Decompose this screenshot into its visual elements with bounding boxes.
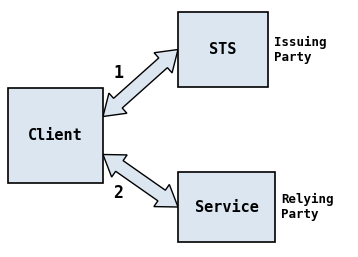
Text: Issuing
Party: Issuing Party — [274, 35, 326, 63]
Text: Relying
Party: Relying Party — [281, 193, 334, 221]
Text: Client: Client — [28, 128, 83, 143]
Bar — [178, 12, 268, 87]
Bar — [8, 88, 103, 183]
Text: 1: 1 — [113, 64, 124, 82]
Text: STS: STS — [209, 42, 237, 57]
Polygon shape — [103, 154, 178, 207]
Text: 2: 2 — [113, 184, 124, 202]
Polygon shape — [103, 50, 178, 116]
Text: Service: Service — [194, 199, 258, 215]
Bar — [178, 172, 275, 242]
